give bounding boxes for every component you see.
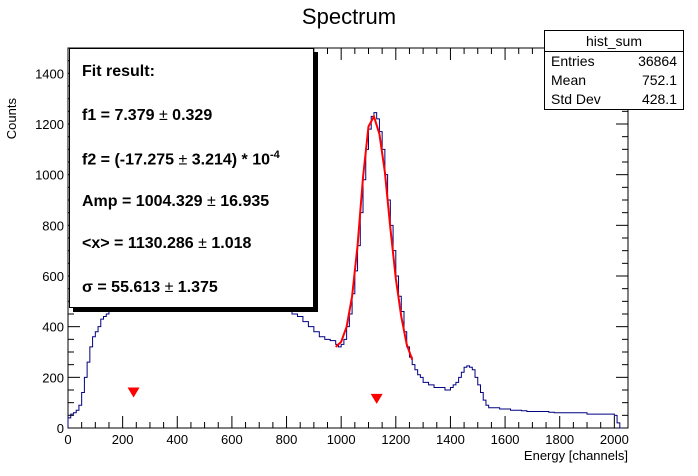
fit-exponent: -4: [270, 149, 280, 161]
x-tick-label: 1400: [436, 432, 465, 447]
stats-value: 36864: [638, 53, 677, 69]
plus-minus: ±: [158, 107, 168, 124]
y-axis-label: Counts: [4, 98, 19, 140]
fit-title: Fit result:: [82, 63, 155, 80]
peak-marker: [370, 393, 383, 404]
x-tick-label: 2000: [600, 432, 629, 447]
x-tick-label: 0: [64, 432, 71, 447]
fit-text: 1.018: [206, 235, 252, 252]
stats-value: 752.1: [641, 72, 677, 88]
fit-text: 16.935: [215, 193, 270, 210]
y-tick-label: 800: [42, 218, 64, 233]
plus-minus: ±: [178, 151, 188, 169]
x-tick-label: 1800: [545, 432, 574, 447]
plus-minus: ±: [164, 279, 174, 296]
stats-row-stddev: Std Dev 428.1: [545, 90, 683, 109]
fit-result-box: Fit result: f1 = 7.379 ± 0.329 f2 = (-17…: [69, 48, 314, 308]
stats-row-entries: Entries 36864: [545, 52, 683, 71]
chart-title: Spectrum: [302, 4, 396, 29]
stats-label: Entries: [551, 53, 595, 69]
fit-param-sigma: σ = 55.613 ± 1.375: [82, 279, 218, 297]
fit-curve: [335, 113, 414, 360]
stats-row-mean: Mean 752.1: [545, 71, 683, 90]
stats-title: hist_sum: [545, 31, 683, 52]
y-tick-label: 0: [57, 421, 64, 436]
fit-text: f1 = 7.379: [82, 107, 159, 124]
plus-minus: ±: [206, 193, 216, 210]
x-tick-label: 600: [221, 432, 243, 447]
y-tick-label: 1000: [35, 168, 64, 183]
x-tick-label: 1600: [491, 432, 520, 447]
x-tick-label: 1200: [381, 432, 410, 447]
y-tick-label: 400: [42, 320, 64, 335]
fit-text: 1.375: [173, 279, 218, 296]
stats-label: Std Dev: [551, 91, 601, 107]
fit-text: 3.214) * 10: [187, 151, 271, 169]
x-tick-label: 200: [112, 432, 134, 447]
fit-text: σ = 55.613: [82, 279, 165, 296]
stats-label: Mean: [551, 72, 587, 88]
x-tick-label: 800: [276, 432, 298, 447]
y-tick-label: 600: [42, 269, 64, 284]
x-tick-label: 400: [166, 432, 188, 447]
plus-minus: ±: [198, 235, 207, 252]
x-axis-label: Energy [channels]: [524, 448, 628, 463]
fit-param-f1: f1 = 7.379 ± 0.329: [82, 107, 212, 125]
fit-text: f2 = (-17.275: [82, 151, 179, 169]
peak-marker: [127, 387, 140, 398]
y-tick-label: 1400: [35, 66, 64, 81]
stats-value: 428.1: [641, 91, 677, 107]
y-tick-label: 1200: [35, 117, 64, 132]
fit-text: 0.329: [167, 107, 213, 124]
x-tick-label: 1000: [327, 432, 356, 447]
fit-param-mean: <x> = 1130.286 ± 1.018: [82, 235, 251, 253]
stats-box: hist_sum Entries 36864 Mean 752.1 Std De…: [544, 30, 684, 110]
fit-param-amp: Amp = 1004.329 ± 16.935: [82, 193, 269, 211]
fit-text: Amp = 1004.329: [82, 193, 207, 210]
y-tick-label: 200: [42, 370, 64, 385]
fit-param-f2: f2 = (-17.275 ± 3.214) * 10-4: [82, 149, 280, 169]
x-axis: 0 200 400 600 800 1000 1200 1400 1600 1800 2000: [64, 48, 629, 447]
fit-text: <x> = 1130.286: [82, 235, 199, 252]
